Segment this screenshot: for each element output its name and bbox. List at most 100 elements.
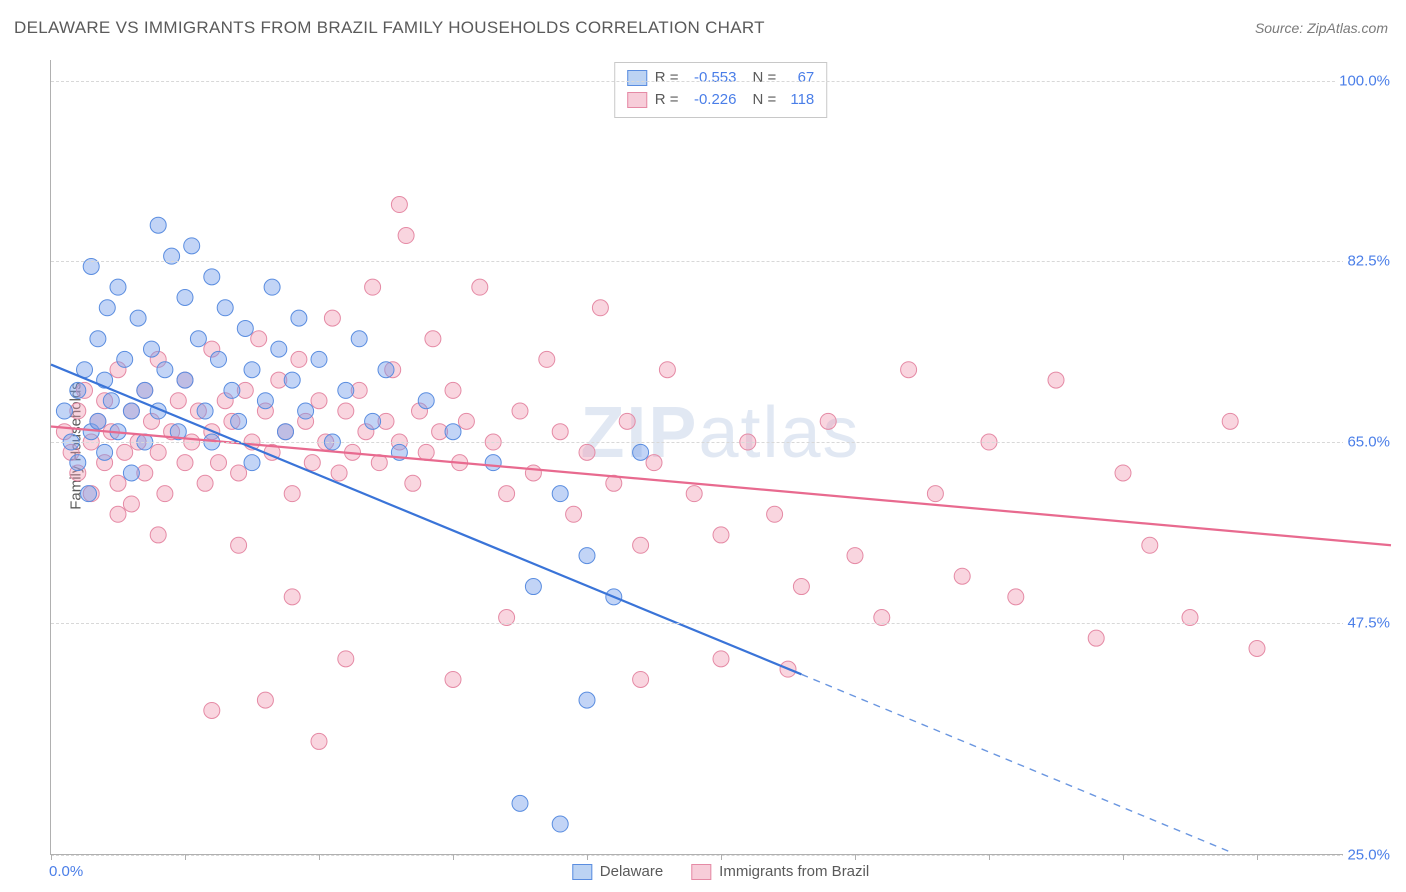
- scatter-point: [177, 372, 193, 388]
- scatter-point: [552, 816, 568, 832]
- scatter-point: [512, 403, 528, 419]
- x-tick: [1123, 854, 1124, 860]
- scatter-point: [365, 279, 381, 295]
- scatter-point: [157, 362, 173, 378]
- scatter-point: [445, 382, 461, 398]
- scatter-point: [257, 692, 273, 708]
- scatter-point: [291, 310, 307, 326]
- x-tick: [587, 854, 588, 860]
- scatter-point: [284, 486, 300, 502]
- scatter-point: [244, 455, 260, 471]
- scatter-point: [633, 444, 649, 460]
- scatter-point: [927, 486, 943, 502]
- scatter-point: [70, 382, 86, 398]
- scatter-point: [539, 351, 555, 367]
- scatter-point: [278, 424, 294, 440]
- scatter-point: [117, 444, 133, 460]
- scatter-point: [619, 413, 635, 429]
- scatter-point: [659, 362, 675, 378]
- swatch-pink: [691, 864, 711, 880]
- scatter-point: [425, 331, 441, 347]
- scatter-point: [793, 579, 809, 595]
- scatter-point: [458, 413, 474, 429]
- scatter-point: [110, 506, 126, 522]
- x-tick: [721, 854, 722, 860]
- scatter-point: [211, 455, 227, 471]
- scatter-point: [144, 341, 160, 357]
- scatter-point: [190, 331, 206, 347]
- scatter-point: [311, 351, 327, 367]
- trend-line-delaware-dashed: [801, 674, 1230, 852]
- scatter-point: [324, 310, 340, 326]
- scatter-point: [418, 444, 434, 460]
- scatter-point: [123, 465, 139, 481]
- x-tick: [855, 854, 856, 860]
- gridline: [51, 261, 1390, 262]
- scatter-point: [231, 537, 247, 553]
- plot-svg: [51, 60, 1390, 854]
- scatter-point: [81, 486, 97, 502]
- scatter-point: [338, 651, 354, 667]
- scatter-point: [204, 702, 220, 718]
- scatter-point: [378, 362, 394, 378]
- y-tick-label: 47.5%: [1343, 614, 1394, 631]
- x-tick: [989, 854, 990, 860]
- scatter-point: [224, 382, 240, 398]
- scatter-point: [311, 733, 327, 749]
- scatter-point: [130, 310, 146, 326]
- scatter-point: [485, 455, 501, 471]
- x-tick: [319, 854, 320, 860]
- scatter-point: [197, 475, 213, 491]
- scatter-point: [767, 506, 783, 522]
- scatter-point: [244, 362, 260, 378]
- scatter-point: [117, 351, 133, 367]
- y-tick-label: 82.5%: [1343, 253, 1394, 270]
- scatter-point: [338, 382, 354, 398]
- scatter-point: [231, 413, 247, 429]
- scatter-point: [110, 475, 126, 491]
- scatter-point: [237, 320, 253, 336]
- legend-label: Delaware: [600, 863, 663, 880]
- scatter-point: [331, 465, 347, 481]
- scatter-point: [150, 527, 166, 543]
- scatter-point: [217, 300, 233, 316]
- scatter-point: [472, 279, 488, 295]
- scatter-point: [398, 228, 414, 244]
- source-attribution: Source: ZipAtlas.com: [1255, 20, 1388, 36]
- scatter-point: [271, 341, 287, 357]
- scatter-point: [137, 382, 153, 398]
- scatter-point: [592, 300, 608, 316]
- x-tick: [51, 854, 52, 860]
- scatter-point: [338, 403, 354, 419]
- legend-series: Delaware Immigrants from Brazil: [572, 863, 869, 880]
- scatter-point: [405, 475, 421, 491]
- gridline: [51, 81, 1390, 82]
- scatter-point: [150, 444, 166, 460]
- scatter-point: [110, 279, 126, 295]
- scatter-point: [177, 289, 193, 305]
- scatter-point: [284, 372, 300, 388]
- scatter-point: [820, 413, 836, 429]
- scatter-point: [177, 455, 193, 471]
- x-tick: [1257, 854, 1258, 860]
- scatter-point: [713, 527, 729, 543]
- scatter-point: [170, 393, 186, 409]
- scatter-point: [197, 403, 213, 419]
- scatter-point: [103, 393, 119, 409]
- x-tick: [453, 854, 454, 860]
- scatter-point: [901, 362, 917, 378]
- chart-title: DELAWARE VS IMMIGRANTS FROM BRAZIL FAMIL…: [14, 18, 765, 38]
- swatch-blue: [572, 864, 592, 880]
- scatter-point: [90, 331, 106, 347]
- y-tick-label: 65.0%: [1343, 434, 1394, 451]
- scatter-point: [99, 300, 115, 316]
- x-tick-label: 0.0%: [49, 863, 83, 880]
- scatter-point: [56, 403, 72, 419]
- scatter-point: [184, 238, 200, 254]
- scatter-point: [257, 393, 273, 409]
- scatter-point: [686, 486, 702, 502]
- scatter-point: [391, 197, 407, 213]
- scatter-point: [525, 465, 541, 481]
- scatter-point: [97, 444, 113, 460]
- scatter-point: [579, 548, 595, 564]
